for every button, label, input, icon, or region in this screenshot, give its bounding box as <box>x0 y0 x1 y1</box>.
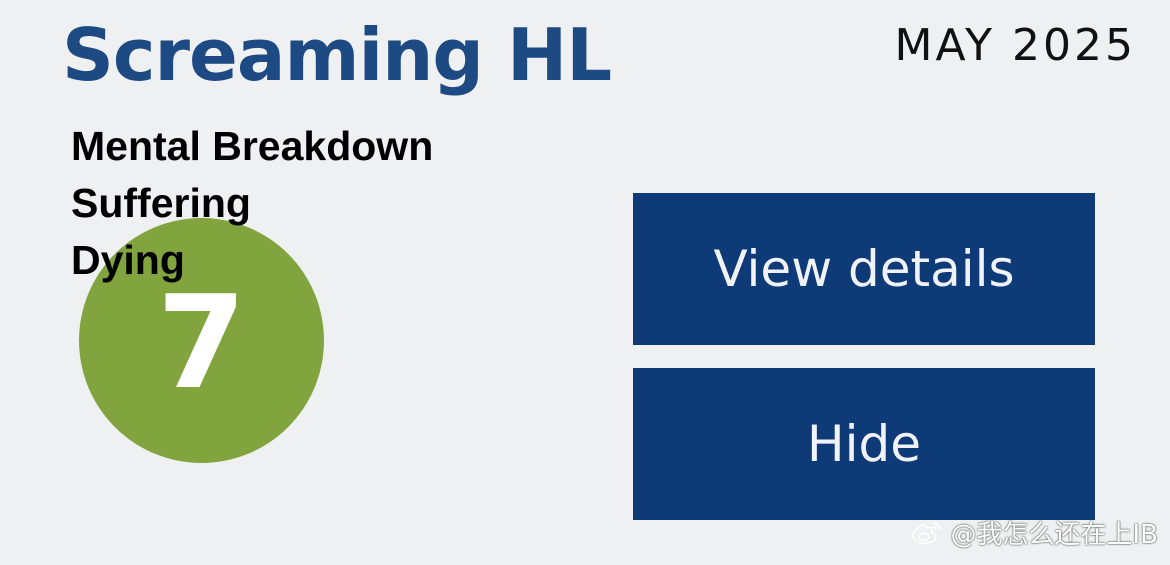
weibo-icon <box>912 521 942 544</box>
view-details-button[interactable]: View details <box>633 193 1095 345</box>
overlay-line-1: Mental Breakdown <box>71 123 434 169</box>
subject-title: Screaming HL <box>62 13 612 97</box>
overlay-line-3: Dying <box>71 237 185 283</box>
overlay-text: Mental Breakdown Suffering Dying <box>71 118 433 289</box>
hide-button[interactable]: Hide <box>633 368 1095 520</box>
watermark: @我怎么还在上IB <box>910 514 1158 551</box>
grade-value: 7 <box>156 268 247 418</box>
watermark-text: @我怎么还在上IB <box>950 520 1158 550</box>
grade-circle: 7 <box>79 218 324 463</box>
session-date: MAY 2025 <box>894 20 1136 71</box>
overlay-line-2: Suffering <box>71 180 251 226</box>
